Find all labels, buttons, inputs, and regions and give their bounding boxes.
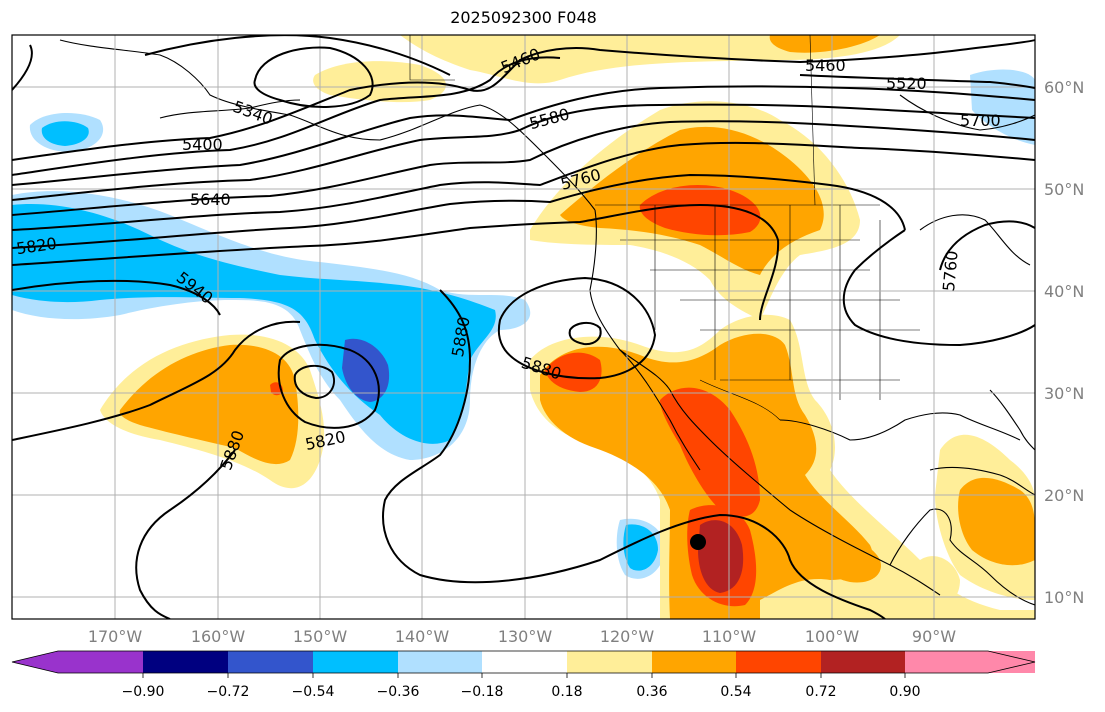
lon-label: 100°W [805,627,860,646]
lon-label: 150°W [293,627,348,646]
contour-5820-ring [277,343,380,429]
contour-5700 [12,141,1035,231]
contour-5880-inner [568,322,602,346]
coast-florida [989,389,1035,451]
lat-label: 50°N [1044,180,1084,199]
lon-label: 170°W [88,627,143,646]
colorbar-tick-label: 0.54 [720,684,751,700]
lon-label: 140°W [395,627,450,646]
contour-5820 [12,203,780,321]
neg-anomaly-strong [342,338,390,402]
contour-5940 [12,279,221,316]
colorbar-tick-label: −0.90 [122,684,165,700]
colorbar-tick-label: −0.36 [377,684,420,700]
colorbar-extend-right [905,651,1035,673]
coast-hudson [899,94,1035,131]
colorbar-swatch [398,651,482,673]
contour-5760 [12,173,906,249]
colorbar-tick-label: −0.72 [207,684,250,700]
colorbar-tick-label: 0.90 [889,684,920,700]
storm-center-marker [690,534,706,550]
contour-5880-south [135,449,236,619]
colorbar-swatch [143,651,228,673]
colorbar-swatch [313,651,398,673]
neg-anomaly-hudson [970,69,1035,145]
colorbar-swatch [228,651,313,673]
coast-alaska [59,39,596,211]
lon-label: 120°W [600,627,655,646]
contour-5880-mid [382,289,886,619]
lat-label: 30°N [1044,384,1084,403]
colorbar-tick-label: 0.72 [805,684,836,700]
contour-5760-east [842,229,1035,347]
coast-great-lakes [919,214,1031,266]
contour-label: 5760 [939,250,961,292]
colorbar-swatch [652,651,736,673]
colorbar-swatch [567,651,652,673]
colorbar-swatch [736,651,821,673]
contour-loop-top [12,44,33,91]
pos-anomaly-core [698,520,744,593]
lat-label: 60°N [1044,78,1084,97]
contour-5580 [12,103,1035,201]
lon-label: 110°W [702,627,757,646]
colorbar-swatch [821,651,905,673]
colorbar-tick-label: −0.18 [461,684,504,700]
map-title: 2025092300 F048 [450,8,597,27]
contour-5640 [12,120,1035,216]
colorbar-swatch [58,651,143,673]
lat-label: 20°N [1044,486,1084,505]
contour-5520 [12,85,1035,186]
colorbar-tick-label: 0.36 [636,684,667,700]
lat-label: 10°N [1044,588,1084,607]
coast-cuba [929,466,1035,496]
plot-frame [11,34,1036,620]
contour-label: 5460 [805,56,846,75]
longitude-labels: 170°W 160°W 150°W 140°W 130°W 120°W 110°… [88,627,956,646]
contour-label: 5700 [960,111,1001,130]
colorbar-tick-label: −0.54 [292,684,335,700]
coast-west-us [589,209,941,596]
colorbar-swatch [482,651,567,673]
latitude-labels: 60°N 50°N 40°N 30°N 20°N 10°N [1044,78,1084,607]
borders [409,35,920,421]
contour-5880-ring [497,276,657,380]
contour-label: 5520 [886,74,927,93]
contour-label: 5400 [182,135,223,154]
colorbar-extend-left [12,651,58,673]
coast-yucatan [889,508,1035,606]
contour-label: 5640 [190,190,231,209]
colorbar-tick-label: 0.18 [551,684,582,700]
gridlines [12,35,1035,619]
lat-label: 40°N [1044,282,1084,301]
contour-5880-west [12,320,301,441]
colorbar: −0.90 −0.72 −0.54 −0.36 −0.18 0.18 0.36 … [11,650,1036,700]
coast-gulf [779,412,1021,441]
height-contours [12,35,1035,619]
lon-label: 130°W [498,627,553,646]
lon-label: 90°W [912,627,956,646]
lon-label: 160°W [191,627,246,646]
contour-5460 [12,56,561,176]
contour-5340-ring [253,46,374,108]
contour-5820-inner [293,364,335,400]
